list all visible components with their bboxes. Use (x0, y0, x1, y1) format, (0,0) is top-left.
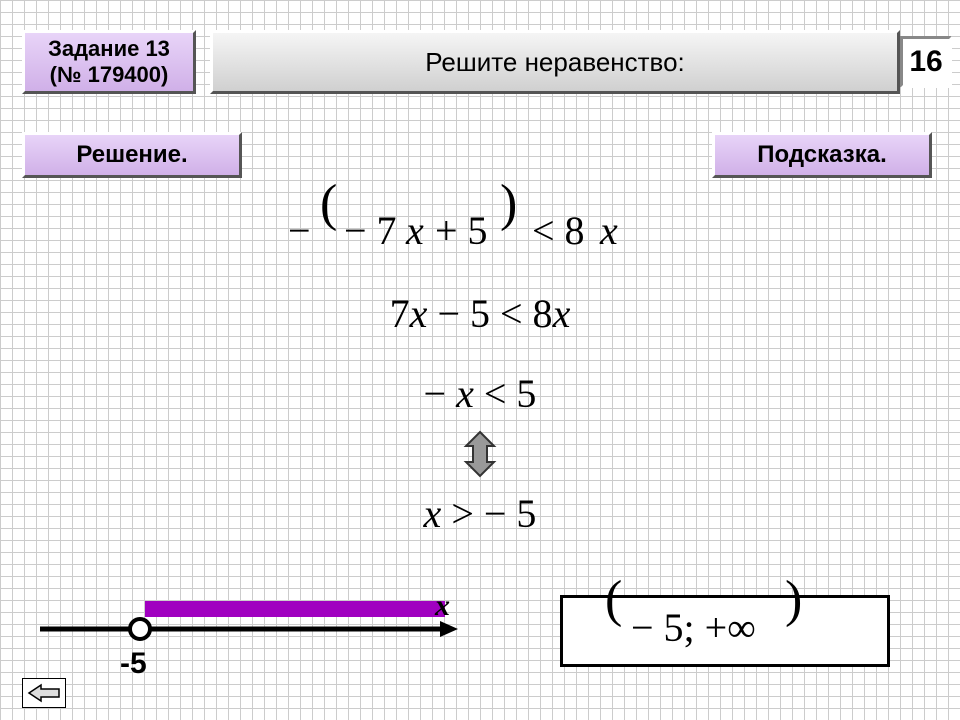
hint-button-label: Подсказка. (757, 141, 886, 169)
svg-text:< 8: < 8 (532, 208, 585, 253)
equation-line-3: − x < 5 (0, 370, 960, 417)
solution-ray (145, 601, 445, 617)
solution-button-label: Решение. (76, 141, 187, 169)
equivalence-arrow (0, 430, 960, 483)
back-button[interactable] (22, 678, 66, 708)
eq1-svg: − ( − 7 x + 5 ) < 8 x (270, 200, 690, 270)
svg-text:x: x (599, 208, 618, 253)
equation-line-1: − ( − 7 x + 5 ) < 8 x (0, 200, 960, 280)
svg-text:+ 5: + 5 (435, 208, 488, 253)
svg-text:(: ( (605, 571, 622, 628)
slide-counter: 16 (900, 36, 952, 88)
open-point (130, 619, 150, 639)
svg-text:x: x (405, 208, 424, 253)
counter-value: 16 (909, 45, 942, 79)
title-text: Решите неравенство: (425, 47, 685, 78)
equation-line-2: 7x − 5 < 8x (0, 290, 960, 337)
back-arrow-icon (27, 683, 61, 703)
svg-text:− 7: − 7 (344, 208, 397, 253)
number-line: -5 х (40, 595, 460, 695)
axis-label: х (434, 589, 450, 622)
axis-arrowhead (440, 621, 458, 637)
double-arrow-icon (460, 430, 500, 478)
hint-button[interactable]: Подсказка. (712, 132, 932, 178)
equation-line-4: x > − 5 (0, 490, 960, 537)
svg-text:− 5; +∞: − 5; +∞ (631, 605, 756, 650)
answer-svg: ( − 5; +∞ ) (575, 601, 875, 661)
svg-text:): ) (500, 175, 517, 232)
task-id-box: Задание 13 (№ 179400) (22, 30, 196, 94)
task-label-line2: (№ 179400) (50, 62, 169, 88)
solution-button[interactable]: Решение. (22, 132, 242, 178)
task-label-line1: Задание 13 (48, 36, 170, 62)
point-label: -5 (120, 647, 147, 680)
answer-box: ( − 5; +∞ ) (560, 595, 890, 667)
title-bar: Решите неравенство: (210, 30, 900, 94)
svg-text:(: ( (320, 175, 337, 232)
slide: Задание 13 (№ 179400) Решите неравенство… (0, 0, 960, 720)
svg-text:−: − (288, 208, 311, 253)
svg-text:): ) (785, 571, 802, 628)
